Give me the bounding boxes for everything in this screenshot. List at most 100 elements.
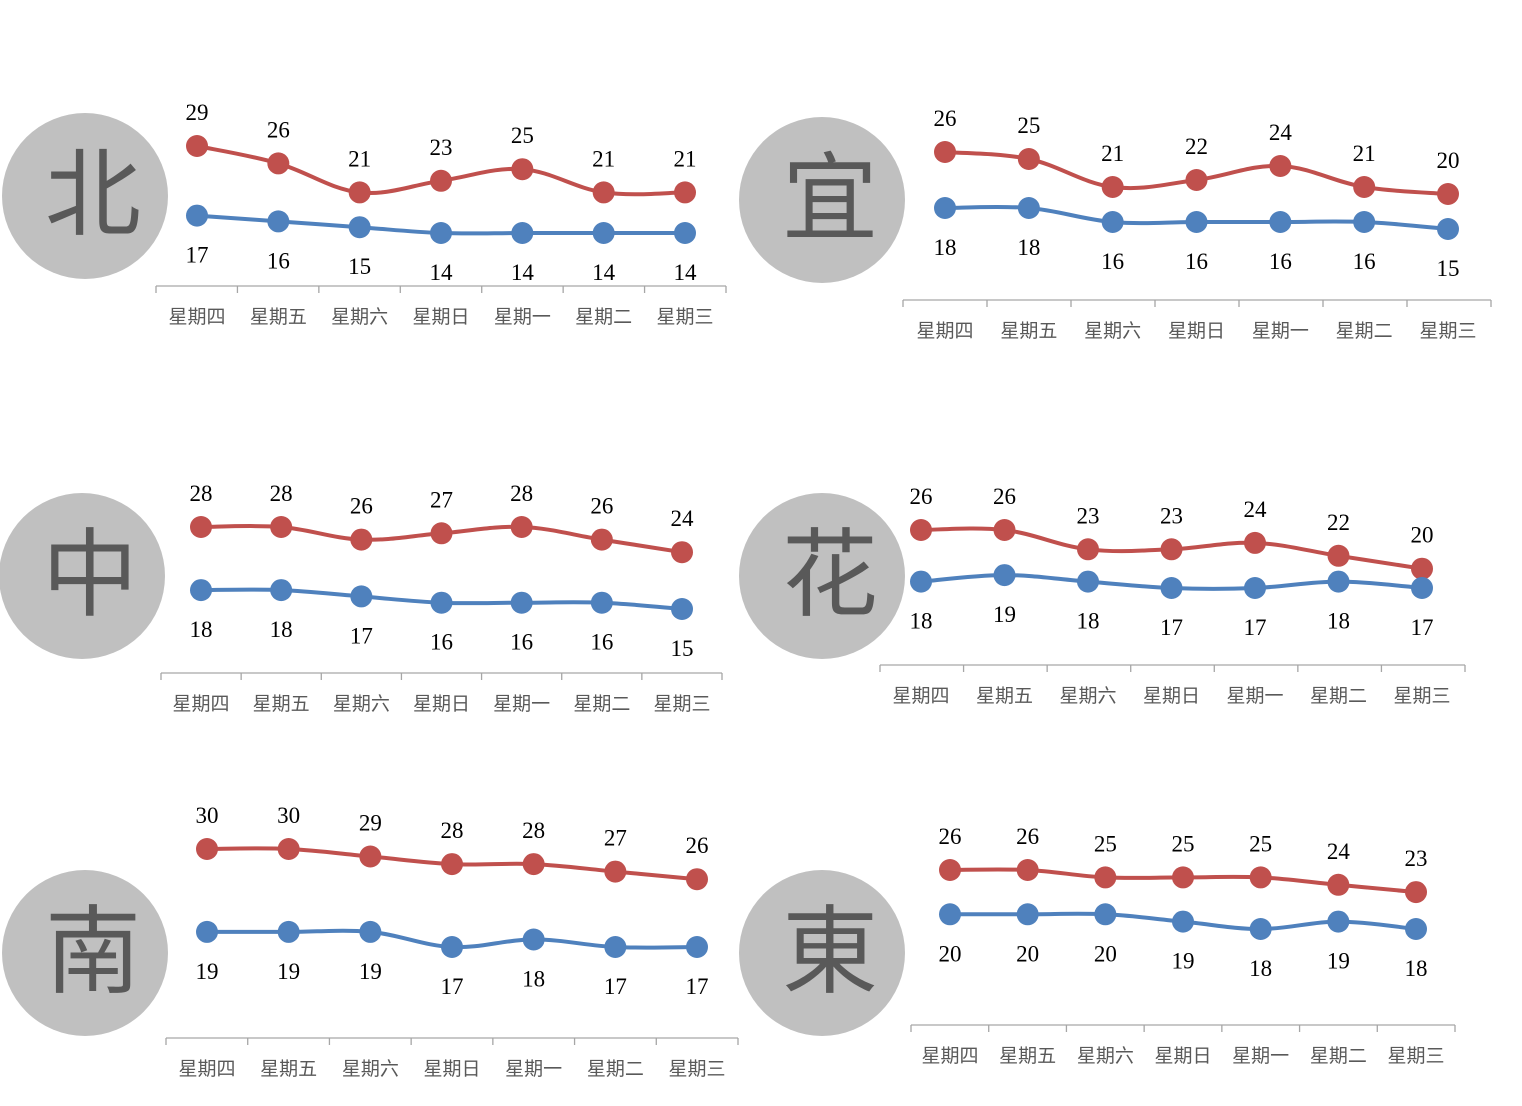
- data-point-high: [939, 859, 961, 881]
- data-label-low: 18: [522, 967, 545, 992]
- data-point-low: [430, 591, 453, 614]
- data-point-high: [190, 516, 212, 538]
- data-label-high: 30: [196, 803, 219, 828]
- data-point-low: [196, 920, 218, 943]
- data-point-high: [1327, 544, 1350, 567]
- data-point-low: [1101, 211, 1124, 233]
- data-point-high: [590, 528, 613, 551]
- data-label-high: 22: [1327, 510, 1350, 535]
- data-point-low: [1094, 903, 1117, 926]
- data-point-low: [939, 903, 961, 926]
- x-tick-label: 星期日: [413, 693, 470, 715]
- data-label-low: 19: [277, 959, 300, 984]
- data-point-high: [686, 868, 708, 891]
- data-label-low: 17: [604, 974, 627, 999]
- data-label-low: 19: [359, 959, 382, 984]
- data-label-high: 21: [1353, 141, 1376, 166]
- data-point-high: [1269, 155, 1292, 177]
- data-point-high: [1016, 859, 1039, 881]
- data-point-high: [1185, 169, 1208, 191]
- data-label-low: 18: [1327, 609, 1350, 634]
- x-tick-label: 星期五: [999, 1045, 1056, 1067]
- region-badge: [2, 870, 168, 1036]
- data-point-low: [1172, 910, 1194, 933]
- x-tick-label: 星期日: [1154, 1045, 1211, 1067]
- data-point-low: [1016, 903, 1039, 926]
- data-label-high: 28: [510, 481, 533, 506]
- x-tick-label: 星期一: [1252, 320, 1309, 342]
- x-tick-label: 星期五: [1000, 320, 1057, 342]
- data-point-low: [1185, 211, 1208, 233]
- data-label-low: 17: [441, 974, 464, 999]
- x-tick-label: 星期五: [250, 306, 307, 328]
- data-label-low: 16: [1353, 249, 1376, 274]
- data-label-high: 21: [674, 146, 697, 171]
- data-point-high: [1101, 176, 1124, 198]
- data-label-low: 17: [186, 243, 209, 268]
- data-point-low: [1160, 577, 1183, 599]
- data-point-low: [522, 928, 545, 951]
- data-label-low: 18: [1249, 956, 1272, 981]
- data-label-low: 18: [1017, 235, 1040, 260]
- x-tick-label: 星期日: [423, 1058, 480, 1080]
- data-label-high: 24: [1327, 839, 1351, 864]
- region-badge: [2, 113, 168, 279]
- data-point-low: [441, 936, 463, 958]
- x-tick-label: 星期二: [1310, 1045, 1367, 1067]
- data-point-high: [1437, 183, 1459, 205]
- region-badge-label: 東: [782, 896, 878, 1008]
- x-tick-label: 星期二: [573, 693, 630, 715]
- data-point-low: [674, 222, 696, 244]
- data-label-low: 19: [1172, 949, 1195, 974]
- x-tick-label: 星期三: [1419, 320, 1476, 342]
- data-label-low: 14: [511, 260, 535, 285]
- data-point-high: [441, 853, 463, 876]
- data-label-high: 28: [190, 481, 213, 506]
- region-badge: [739, 117, 905, 283]
- x-tick-label: 星期日: [1143, 685, 1200, 707]
- data-point-high: [359, 845, 382, 868]
- data-label-low: 19: [993, 602, 1016, 627]
- data-point-high: [430, 169, 452, 192]
- data-point-high: [993, 519, 1016, 541]
- data-label-high: 20: [1437, 148, 1460, 173]
- data-label-low: 17: [1411, 615, 1434, 640]
- data-label-low: 15: [671, 636, 694, 661]
- data-label-high: 27: [430, 487, 453, 512]
- data-point-low: [1405, 918, 1427, 940]
- data-point-low: [590, 591, 613, 614]
- data-label-high: 25: [1017, 113, 1040, 138]
- data-label-high: 25: [1094, 831, 1117, 856]
- data-point-low: [604, 936, 627, 958]
- x-tick-label: 星期日: [1168, 320, 1225, 342]
- x-tick-label: 星期六: [342, 1058, 399, 1080]
- data-label-low: 16: [1185, 249, 1208, 274]
- data-label-low: 20: [1016, 941, 1039, 966]
- data-point-high: [1327, 873, 1350, 896]
- x-tick-label: 星期四: [892, 685, 949, 707]
- data-point-low: [1269, 211, 1292, 233]
- data-point-high: [671, 541, 693, 564]
- data-label-low: 16: [1269, 249, 1292, 274]
- data-label-low: 14: [592, 260, 616, 285]
- x-tick-label: 星期二: [1310, 685, 1367, 707]
- data-point-low: [1411, 577, 1433, 599]
- data-label-high: 21: [592, 146, 615, 171]
- x-tick-label: 星期二: [1336, 320, 1393, 342]
- x-tick-label: 星期五: [260, 1058, 317, 1080]
- x-tick-label: 星期三: [653, 693, 710, 715]
- data-point-high: [1244, 531, 1266, 554]
- data-point-high: [1411, 557, 1433, 580]
- x-tick-label: 星期一: [505, 1058, 562, 1080]
- data-point-low: [511, 222, 534, 244]
- x-tick-label: 星期六: [1059, 685, 1116, 707]
- data-label-high: 23: [1077, 503, 1100, 528]
- region-badge-label: 北: [45, 139, 141, 251]
- data-point-high: [1405, 881, 1427, 904]
- data-label-high: 26: [590, 494, 613, 519]
- x-tick-label: 星期三: [668, 1058, 725, 1080]
- data-label-low: 19: [1327, 949, 1350, 974]
- data-label-high: 22: [1185, 134, 1208, 159]
